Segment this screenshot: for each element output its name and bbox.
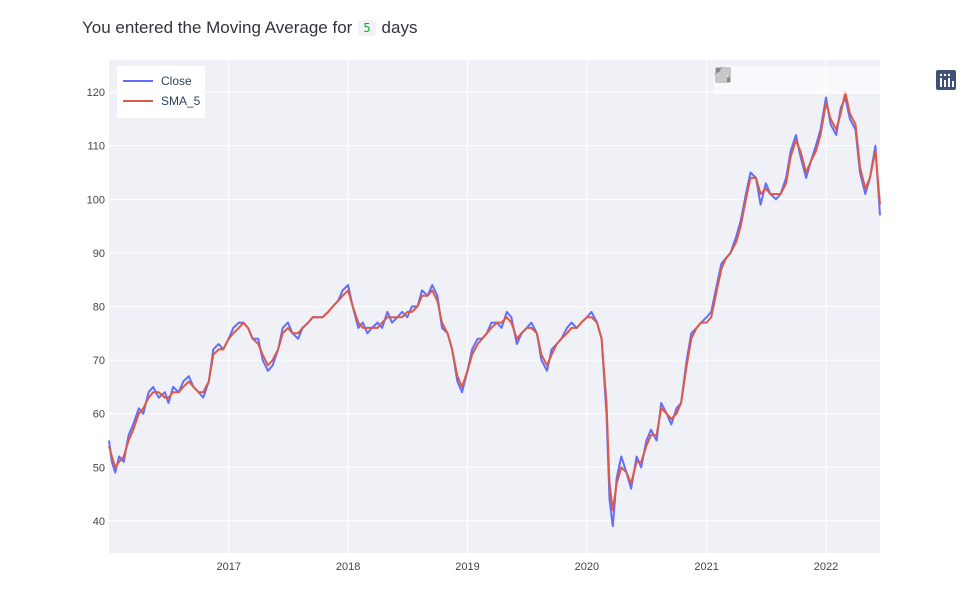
series-line-close bbox=[108, 96, 881, 528]
x-tick-label: 2022 bbox=[814, 561, 838, 573]
page-heading: You entered the Moving Average for 5 day… bbox=[82, 18, 417, 38]
series-line-sma_5 bbox=[108, 91, 881, 512]
legend-label-sma_5: SMA_5 bbox=[161, 94, 201, 108]
x-tick-label: 2018 bbox=[336, 561, 360, 573]
zoom-out-icon[interactable] bbox=[715, 67, 882, 92]
y-tick-label: 50 bbox=[93, 462, 105, 474]
autoscale-icon[interactable] bbox=[716, 68, 924, 92]
y-tick-label: 120 bbox=[87, 87, 105, 99]
heading-suffix: days bbox=[381, 18, 418, 37]
x-tick-label: 2020 bbox=[575, 561, 599, 573]
x-tick-label: 2019 bbox=[455, 561, 479, 573]
moving-average-days-code: 5 bbox=[358, 20, 376, 36]
pan-icon[interactable] bbox=[715, 67, 812, 92]
y-tick-label: 70 bbox=[93, 355, 105, 367]
zoom-in-icon[interactable] bbox=[715, 67, 854, 92]
y-tick-label: 80 bbox=[93, 302, 105, 314]
legend-box bbox=[117, 66, 205, 118]
x-tick-label: 2021 bbox=[694, 561, 718, 573]
plotly-logo-icon[interactable] bbox=[936, 70, 956, 90]
heading-prefix: You entered the Moving Average for bbox=[82, 18, 353, 37]
x-tick-label: 2017 bbox=[216, 561, 240, 573]
y-tick-label: 40 bbox=[93, 516, 105, 528]
y-tick-label: 60 bbox=[93, 409, 105, 421]
y-tick-label: 90 bbox=[93, 248, 105, 260]
y-tick-label: 100 bbox=[87, 194, 105, 206]
modebar bbox=[714, 66, 956, 94]
legend-label-close: Close bbox=[161, 74, 192, 88]
zoom-icon[interactable] bbox=[714, 66, 784, 92]
y-tick-label: 110 bbox=[87, 141, 105, 153]
reset-axes-icon[interactable] bbox=[716, 68, 952, 92]
